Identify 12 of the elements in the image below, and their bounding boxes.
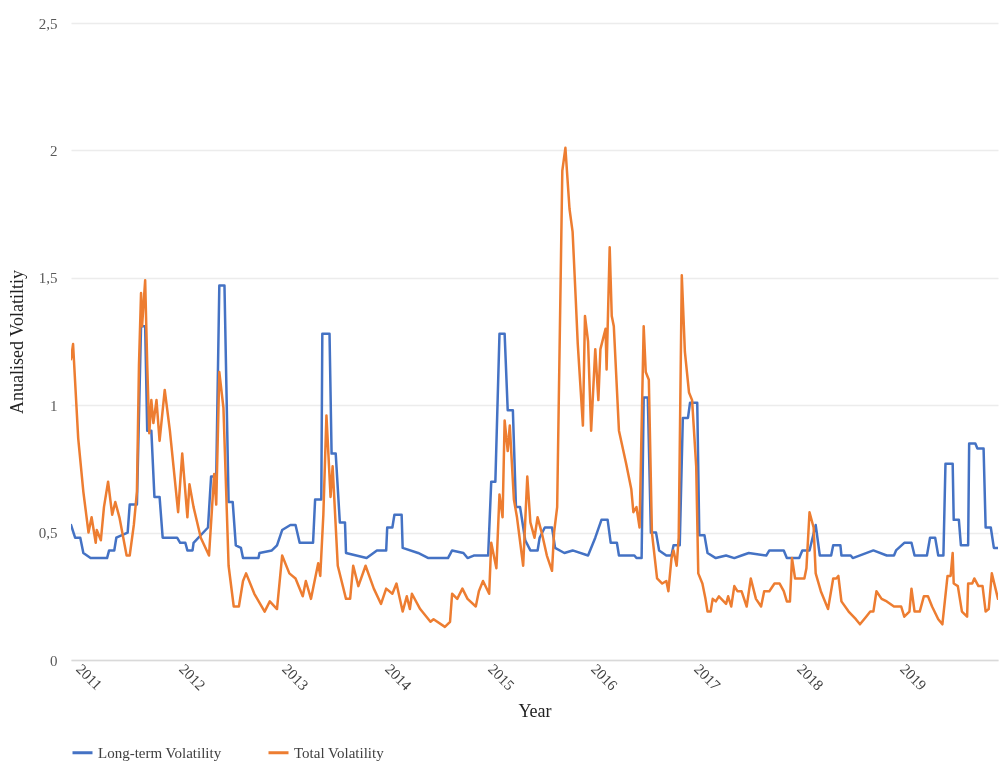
y-axis-title: Anualised Volatiltiy (6, 270, 27, 414)
legend-label: Long-term Volatility (98, 744, 222, 761)
x-axis-title: Year (518, 701, 552, 722)
x-tick-label: 2017 (691, 660, 724, 694)
y-tick-label: 0 (50, 652, 58, 669)
y-tick-label: 2,5 (38, 15, 58, 32)
legend-label: Total Volatility (294, 744, 385, 761)
y-tick-label: 1,5 (38, 270, 58, 287)
y-tick-label: 0,5 (38, 525, 58, 542)
y-tick-label: 2 (50, 142, 58, 159)
line-series (71, 146, 998, 629)
y-tick-label: 1 (50, 397, 58, 414)
